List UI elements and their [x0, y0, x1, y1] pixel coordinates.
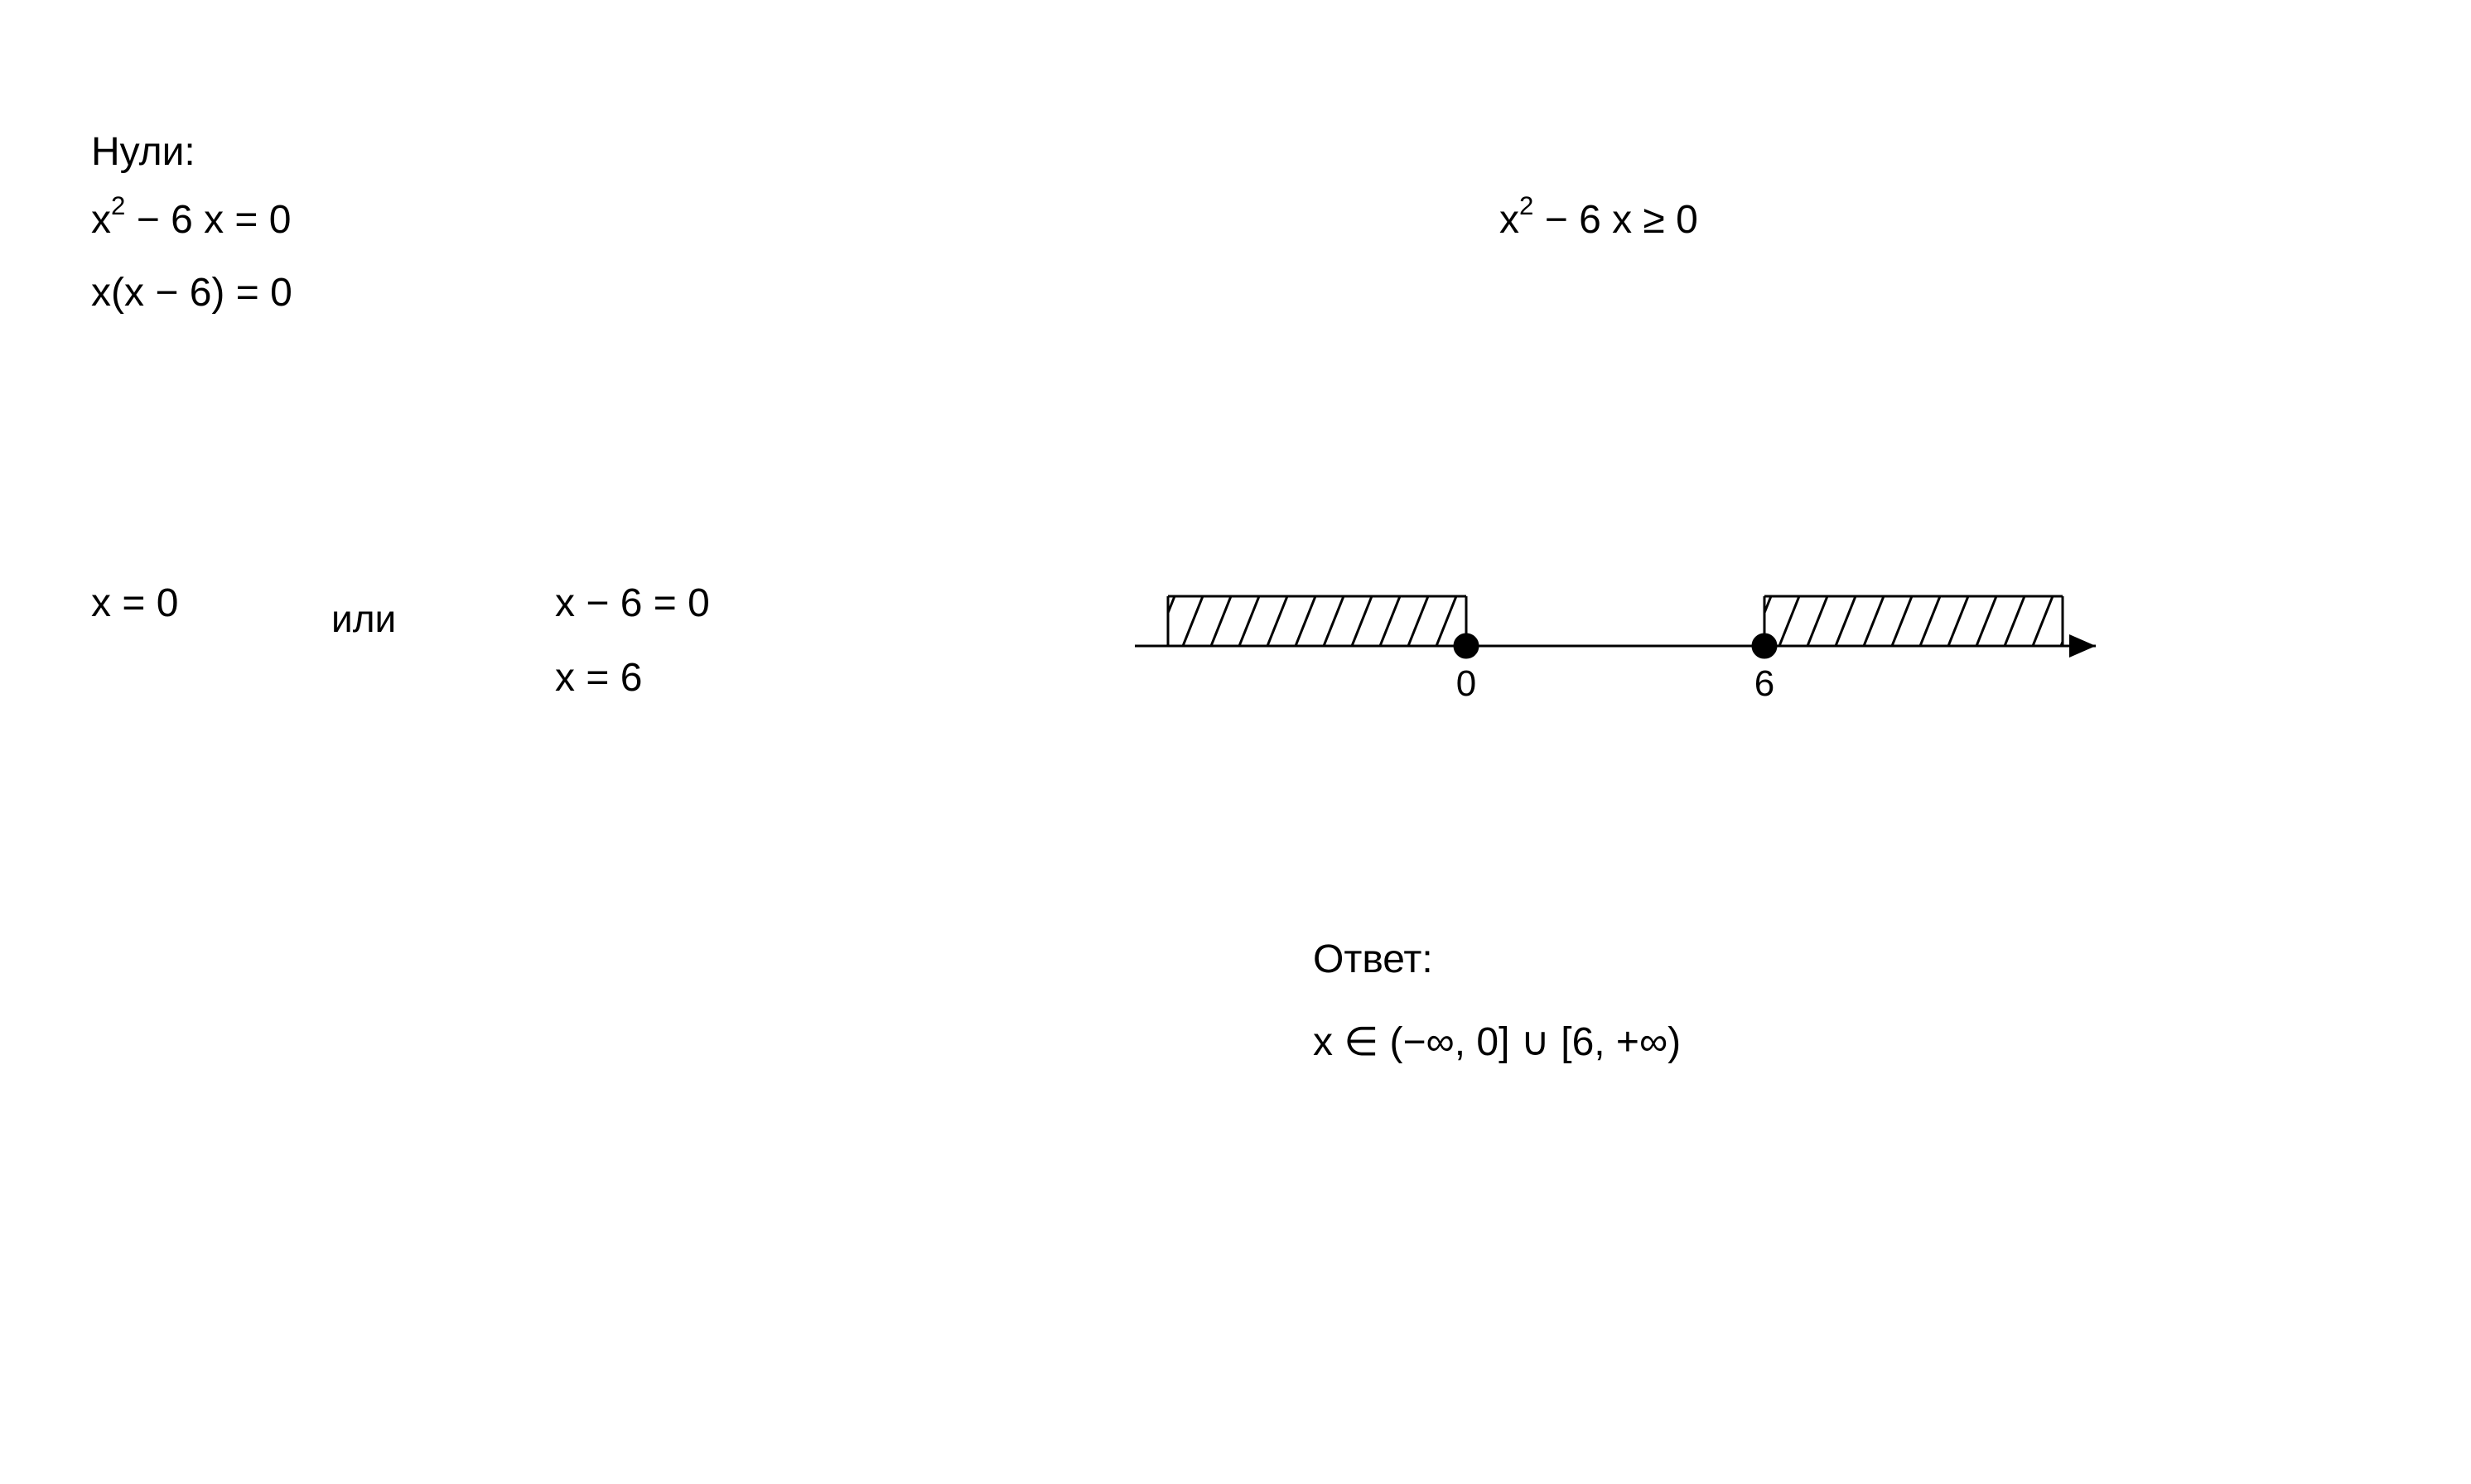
solution-x-equals-6: x = 6	[555, 654, 642, 702]
page: Нули: x2 − 6 x = 0 x(x − 6) = 0 x = 0 ил…	[0, 0, 2471, 1484]
ineq-pre: x	[1499, 198, 1519, 242]
number-line-diagram: 06	[1135, 580, 2129, 733]
eq1-post: − 6 x = 0	[125, 198, 291, 242]
svg-text:6: 6	[1754, 663, 1774, 704]
equation-factored: x(x − 6) = 0	[91, 269, 292, 317]
heading-zeros: Нули:	[91, 128, 195, 176]
svg-text:0: 0	[1456, 663, 1476, 704]
equation-quadratic: x2 − 6 x = 0	[91, 195, 292, 244]
eq1-pre: x	[91, 198, 111, 242]
answer-value: x ∈ (−∞, 0] ∪ [6, +∞)	[1313, 1019, 1681, 1067]
solution-x-equals-0: x = 0	[91, 580, 178, 628]
answer-label: Ответ:	[1313, 936, 1433, 984]
inequality: x2 − 6 x ≥ 0	[1499, 195, 1698, 244]
ineq-sup: 2	[1519, 191, 1533, 220]
eq1-sup: 2	[111, 191, 125, 220]
ineq-post: − 6 x ≥ 0	[1533, 198, 1697, 242]
solution-x-minus-6-equals-0: x − 6 = 0	[555, 580, 710, 628]
or-label: или	[331, 596, 396, 642]
number-line-svg: 06	[1135, 580, 2129, 729]
